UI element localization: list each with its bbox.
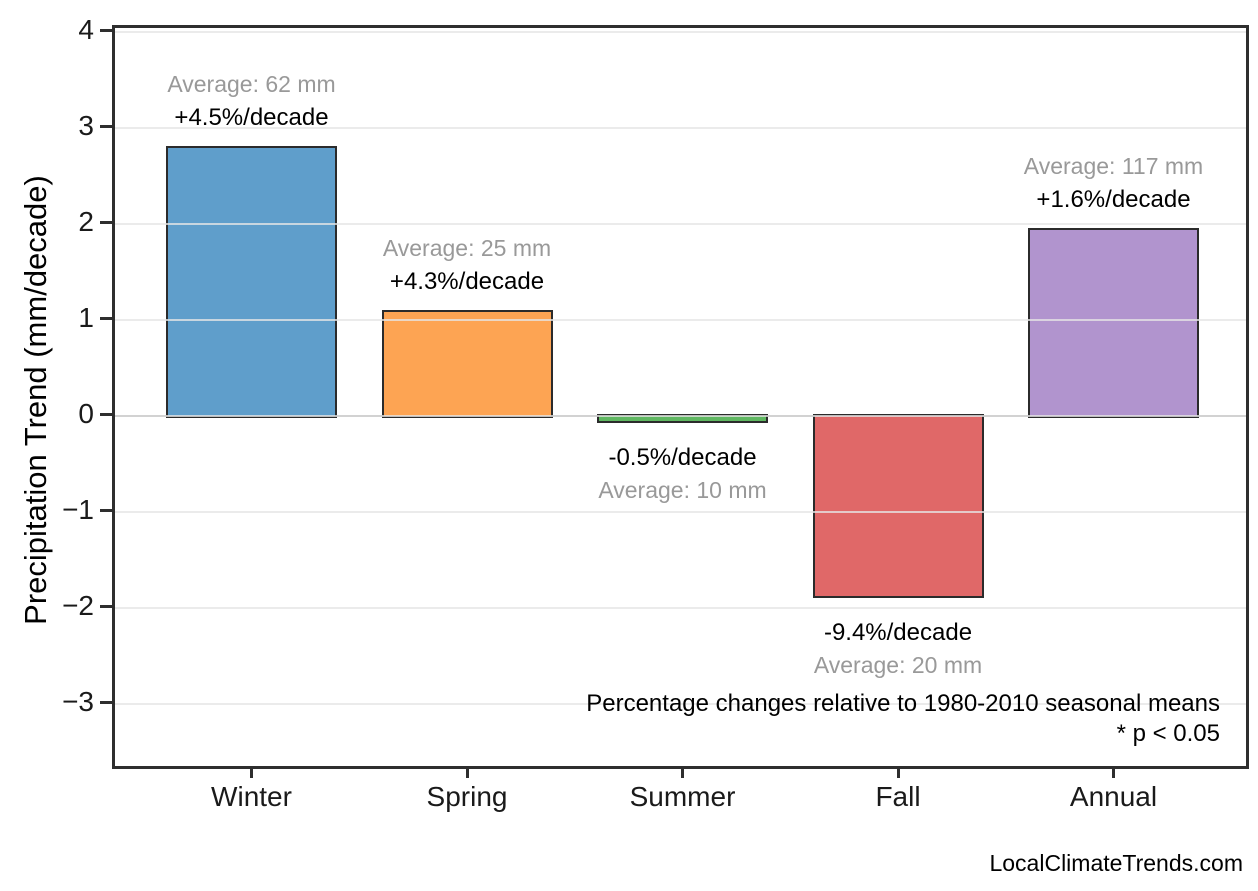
- y-tick-label: 2: [78, 206, 94, 238]
- trend-label: +1.6%/decade: [1036, 186, 1191, 214]
- y-tick-label: 0: [78, 398, 94, 430]
- note-significance: * p < 0.05: [1116, 720, 1220, 747]
- y-tick-mark: [100, 604, 112, 608]
- average-label: Average: 10 mm: [598, 476, 767, 503]
- gridline-y-4: [115, 30, 1246, 33]
- y-tick-mark: [100, 316, 112, 320]
- y-tick-mark: [100, 124, 112, 128]
- y-tick-mark: [100, 28, 112, 32]
- y-tick-label: 4: [78, 14, 94, 46]
- bar-summer: [597, 413, 768, 423]
- x-tick-label-winter: Winter: [211, 781, 292, 812]
- gridline-y--1: [115, 510, 1246, 513]
- y-tick-label: −3: [62, 686, 94, 718]
- x-tick-mark: [1112, 766, 1115, 778]
- bar-annotation-winter: Average: 62 mm +4.5%/decade: [167, 68, 335, 134]
- average-label: Average: 20 mm: [813, 652, 983, 679]
- bar-annotation-summer: -0.5%/decade Average: 10 mm: [598, 441, 766, 507]
- y-tick-mark: [100, 508, 112, 512]
- bar-spring: [381, 310, 553, 418]
- bar-annotation-fall: -9.4%/decade Average: 20 mm: [814, 616, 982, 682]
- bar-annotation-annual: Average: 117 mm +1.6%/decade: [1024, 150, 1203, 216]
- trend-label: -9.4%/decade: [823, 619, 973, 647]
- x-tick-mark: [250, 766, 253, 778]
- bar-annotation-spring: Average: 25 mm +4.3%/decade: [383, 232, 551, 298]
- bar-fall: [812, 413, 984, 599]
- x-tick-label-summer: Summer: [629, 781, 736, 812]
- average-label: Average: 117 mm: [1023, 153, 1204, 180]
- y-tick-label: 3: [78, 110, 94, 142]
- gridline-y--2: [115, 606, 1246, 609]
- x-tick-label-fall: Fall: [875, 781, 921, 812]
- y-tick-mark: [100, 220, 112, 224]
- average-label: Average: 25 mm: [382, 235, 552, 262]
- x-tick-label-annual: Annual: [1069, 781, 1158, 812]
- y-tick-label: −1: [62, 494, 94, 526]
- trend-label: +4.3%/decade: [389, 268, 545, 296]
- bar-annual: [1028, 228, 1199, 418]
- y-tick-label: −2: [62, 590, 94, 622]
- x-tick-mark: [681, 766, 684, 778]
- note-block: Percentage changes relative to 1980-2010…: [586, 689, 1220, 749]
- bar-winter: [166, 145, 337, 418]
- y-tick-mark: [100, 700, 112, 704]
- watermark: LocalClimateTrends.com: [989, 850, 1243, 876]
- average-label: Average: 62 mm: [167, 70, 336, 97]
- note-relative-means: Percentage changes relative to 1980-2010…: [586, 690, 1220, 717]
- plot-area: Average: 62 mm +4.5%/decade Average: 25 mm…: [112, 25, 1249, 769]
- trend-label: +4.5%/decade: [174, 103, 329, 131]
- y-tick-label: 1: [78, 302, 94, 334]
- x-tick-mark: [896, 766, 900, 778]
- x-tick-label-spring: Spring: [426, 781, 508, 812]
- x-tick-mark: [465, 766, 469, 778]
- y-tick-mark: [100, 412, 112, 416]
- trend-label: -0.5%/decade: [608, 443, 757, 471]
